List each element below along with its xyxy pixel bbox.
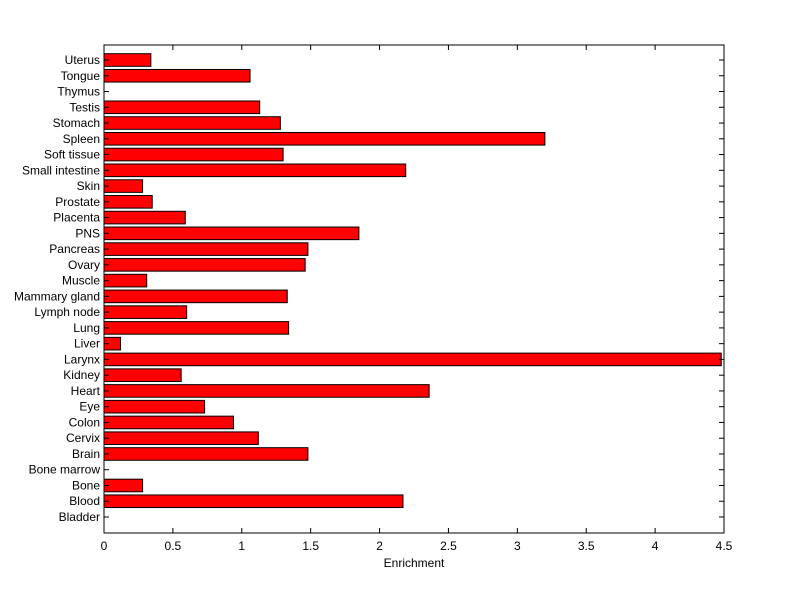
bar-ovary <box>103 258 306 272</box>
y-tick-label: Stomach <box>53 116 100 130</box>
bar-heart <box>103 384 430 398</box>
x-tick-label: 3.5 <box>578 539 595 553</box>
y-tick-label: Tongue <box>61 69 101 83</box>
y-tick-label: Brain <box>72 447 100 461</box>
bar-stomach <box>103 116 281 130</box>
x-tick-label: 4 <box>652 539 659 553</box>
bar-mammary-gland <box>103 289 288 304</box>
bar-small-intestine <box>103 163 407 178</box>
bar-spleen <box>103 131 546 146</box>
x-tick-label: 3 <box>514 539 521 553</box>
x-tick-label: 1.5 <box>302 539 319 553</box>
bar-uterus <box>103 53 152 67</box>
y-tick-label: Heart <box>71 384 101 398</box>
bar-soft-tissue <box>103 147 284 162</box>
y-tick-label: Skin <box>77 179 100 193</box>
y-tick-label: Colon <box>69 415 100 429</box>
bar-cervix <box>103 431 259 446</box>
bar-muscle <box>103 273 148 288</box>
y-tick-label: Pancreas <box>49 242 100 256</box>
y-tick-label: Soft tissue <box>44 148 100 162</box>
y-tick-label: Testis <box>69 100 100 114</box>
x-tick-label: 1 <box>238 539 245 553</box>
bar-placenta <box>103 210 186 225</box>
y-tick-label: Larynx <box>64 352 100 366</box>
y-tick-label: Bladder <box>59 510 100 524</box>
bar-brain <box>103 447 309 461</box>
y-tick-label: Lung <box>73 321 100 335</box>
bar-lung <box>103 321 290 335</box>
x-axis-title: Enrichment <box>384 556 445 570</box>
y-tick-label: Mammary gland <box>14 289 100 303</box>
plot-frame <box>103 44 725 534</box>
y-tick-label: Eye <box>79 400 100 414</box>
y-tick-label: Prostate <box>55 195 100 209</box>
bar-pns <box>103 226 360 241</box>
bar-kidney <box>103 368 182 382</box>
bar-tongue <box>103 68 251 83</box>
y-tick-label: Small intestine <box>22 163 100 177</box>
x-tick-label: 0.5 <box>165 539 182 553</box>
y-tick-label: Placenta <box>53 211 100 225</box>
y-tick-label: Liver <box>74 337 100 351</box>
y-tick-label: Thymus <box>57 85 100 99</box>
bar-eye <box>103 399 206 414</box>
y-tick-label: Bone <box>72 478 100 492</box>
y-tick-label: Lymph node <box>34 305 100 319</box>
y-tick-label: Ovary <box>68 258 100 272</box>
bar-larynx <box>103 352 722 367</box>
bar-bone <box>103 478 144 493</box>
y-tick-label: Muscle <box>62 274 100 288</box>
x-tick-label: 2 <box>376 539 383 553</box>
y-tick-label: Uterus <box>65 53 100 67</box>
y-tick-label: PNS <box>75 226 100 240</box>
bar-lymph-node <box>103 305 188 319</box>
bar-testis <box>103 100 261 115</box>
bar-pancreas <box>103 242 309 256</box>
y-tick-label: Cervix <box>66 431 100 445</box>
y-tick-label: Bone marrow <box>29 463 101 477</box>
bar-colon <box>103 415 235 430</box>
bar-prostate <box>103 195 153 209</box>
x-tick-label: 0 <box>101 539 108 553</box>
bar-skin <box>103 179 144 193</box>
y-tick-label: Spleen <box>63 132 100 146</box>
y-tick-label: Blood <box>69 494 100 508</box>
y-tick-label: Kidney <box>63 368 100 382</box>
bar-blood <box>103 494 404 509</box>
x-tick-label: 2.5 <box>440 539 457 553</box>
x-tick-label: 4.5 <box>716 539 733 553</box>
